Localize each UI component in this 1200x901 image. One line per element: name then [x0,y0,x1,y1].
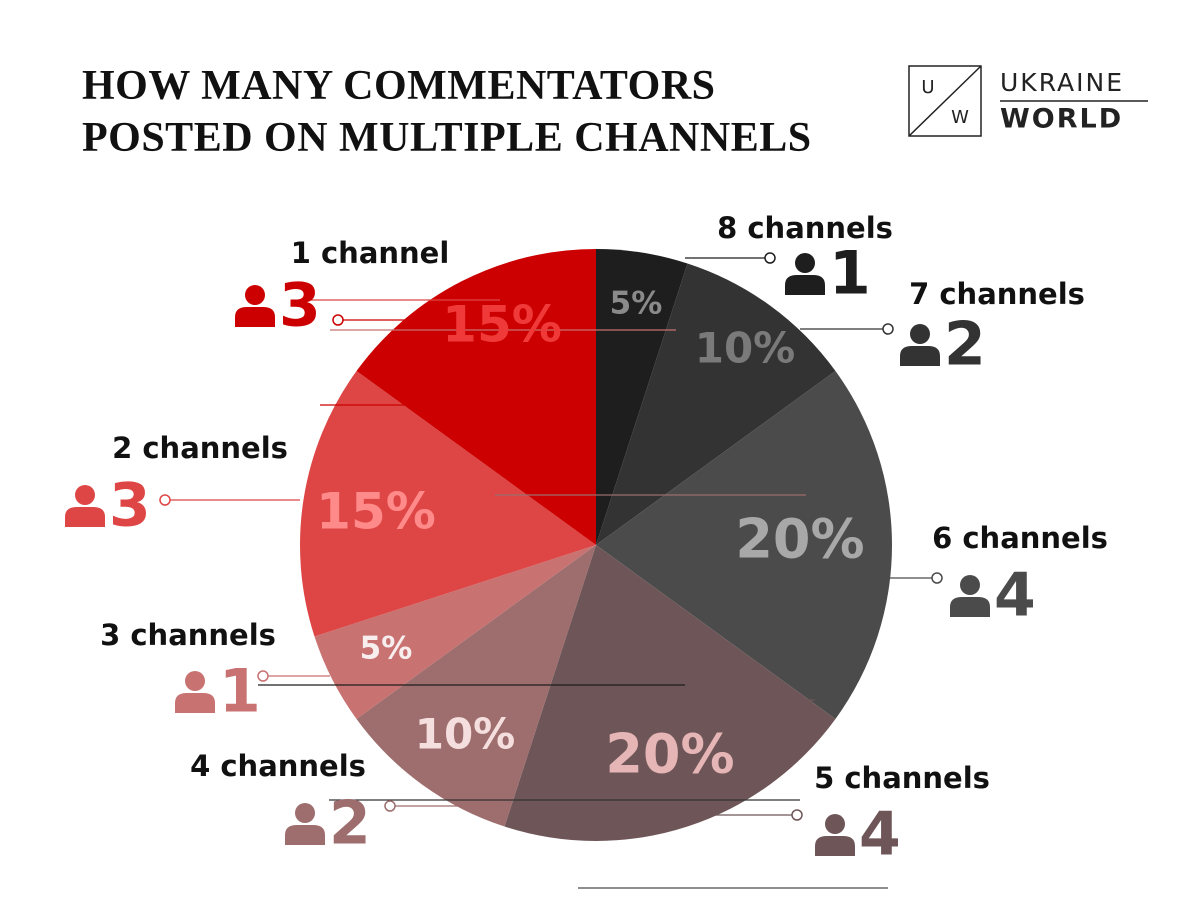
icon-head [75,485,95,505]
count-label: 1 [829,239,871,309]
person-icon [900,324,940,366]
icon-head [825,814,845,834]
count-label: 3 [109,471,151,541]
category-label: 4 channels [190,749,366,783]
icon-head [910,324,930,344]
icon-body [950,597,990,617]
category-label: 3 channels [100,618,276,652]
slice-label: 5% [360,631,413,667]
icon-body [285,825,325,845]
logo-text: WORLD [1000,104,1123,135]
count-label: 3 [279,271,321,341]
slice-label: 20% [735,508,864,571]
leader-dot [384,800,396,812]
logo-text: UKRAINE [1000,68,1124,97]
category-label: 5 channels [814,761,990,795]
person-icon [950,575,990,617]
leader-dot [332,314,344,326]
count-label: 1 [219,657,261,727]
slice-label: 15% [316,483,436,541]
leader-dot [159,494,171,506]
count-label: 4 [859,800,901,870]
icon-head [795,253,815,273]
pie-slice [596,371,893,719]
icon-head [185,671,205,691]
slice-label: 15% [442,296,562,354]
pie-slice [504,545,836,841]
logo-box [908,65,982,137]
leader-dot [882,323,894,335]
person-icon [175,671,215,713]
pie-slice [596,249,688,545]
icon-head [960,575,980,595]
category-label: 6 channels [932,521,1108,555]
pie-slice [596,263,836,545]
logo-diagonal [908,65,982,137]
pie-slice [314,545,596,719]
icon-head [295,803,315,823]
slice-label: 5% [610,286,663,322]
person-icon [285,803,325,845]
icon-body [785,275,825,295]
count-label: 2 [944,310,986,380]
logo-letter: W [951,107,969,128]
leader-dot [764,252,776,264]
category-label: 2 channels [112,431,288,465]
slice-label: 10% [695,324,796,373]
leader-dot [931,572,943,584]
icon-body [900,346,940,366]
logo: U W UKRAINE WORLD [908,65,1148,137]
count-label: 2 [329,789,371,859]
logo-letter: U [921,77,934,98]
pie-slice [356,249,596,545]
person-icon [65,485,105,527]
person-icon [235,285,275,327]
person-icon [785,253,825,295]
icon-body [175,693,215,713]
count-label: 4 [994,561,1036,631]
icon-head [245,285,265,305]
slice-label: 10% [415,710,516,759]
category-label: 8 channels [717,211,893,245]
pie-slice [356,545,596,827]
category-label: 7 channels [909,277,1085,311]
category-label: 1 channel [291,236,450,270]
icon-body [65,507,105,527]
leader-dot [791,809,803,821]
person-icon [815,814,855,856]
icon-body [235,307,275,327]
icon-body [815,836,855,856]
leader-dot [257,670,269,682]
chart-title: HOW MANY COMMENTATORS POSTED ON MULTIPLE… [82,63,812,161]
pie-slice [300,371,596,637]
slice-label: 20% [605,723,734,786]
